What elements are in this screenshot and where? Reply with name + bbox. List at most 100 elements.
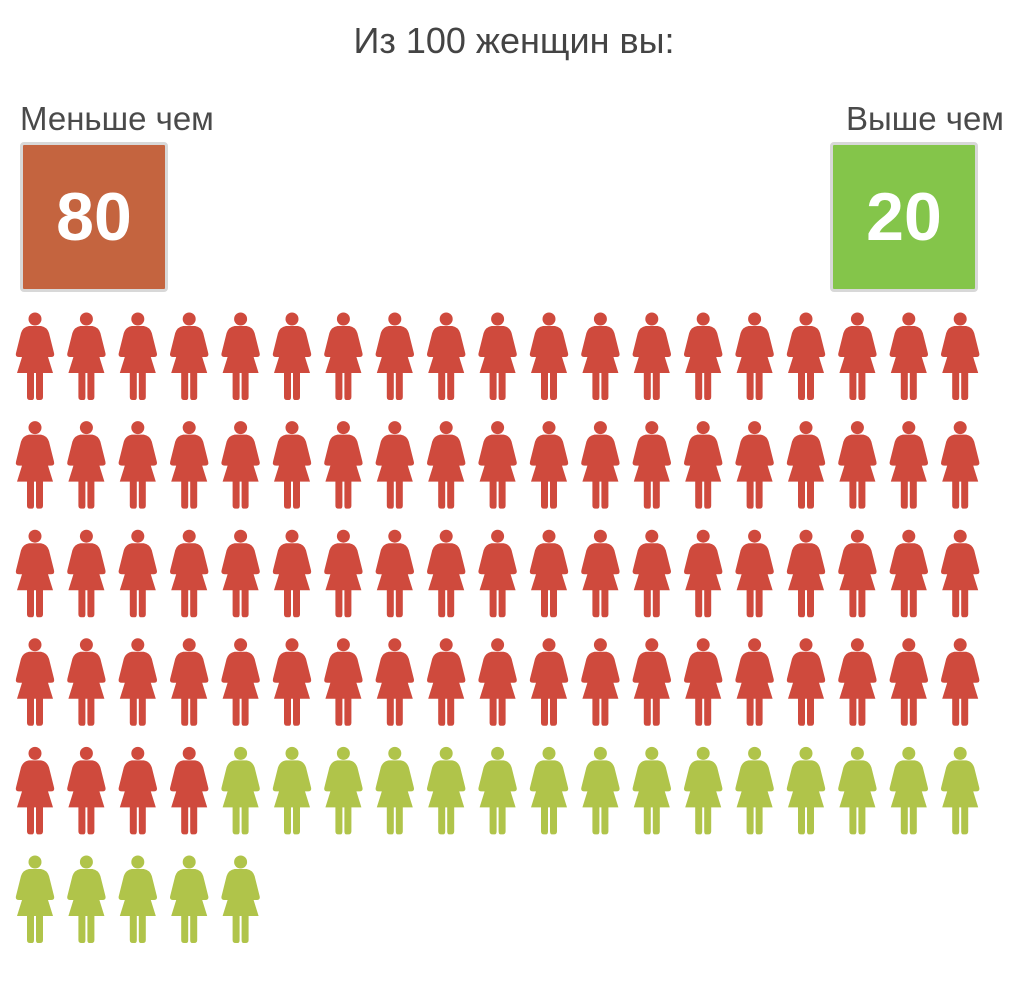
figure-body <box>838 651 877 726</box>
woman-figure-icon <box>15 855 55 943</box>
woman-figure-icon <box>118 529 157 618</box>
figure-body <box>375 760 414 835</box>
woman-figure-icon <box>581 529 620 618</box>
figure-head <box>131 421 145 435</box>
figure-body <box>170 760 209 835</box>
figure-body <box>632 760 671 835</box>
figure-body <box>272 326 312 400</box>
figure-head <box>696 529 710 543</box>
figure-body <box>941 651 980 726</box>
figure-head <box>234 746 248 760</box>
figure-body <box>632 434 671 509</box>
woman-figure-icon <box>941 746 980 835</box>
figure-body <box>15 760 55 835</box>
figure-head <box>491 638 505 652</box>
figure-head <box>388 529 402 543</box>
figure-body <box>170 651 209 726</box>
figure-head <box>79 746 93 760</box>
woman-figure-icon <box>632 421 671 509</box>
figure-head <box>799 746 813 760</box>
woman-figure-icon <box>324 421 363 509</box>
figure-head <box>28 855 42 869</box>
woman-figure-icon <box>529 638 569 726</box>
woman-figure-icon <box>118 746 157 835</box>
figure-body <box>478 760 517 835</box>
figure-body <box>735 651 774 726</box>
figure-head <box>285 638 299 652</box>
figure-head <box>542 312 556 326</box>
figure-body <box>941 326 980 400</box>
figure-body <box>221 326 260 400</box>
figure-head <box>131 638 145 652</box>
figure-body <box>632 651 671 726</box>
figure-body <box>786 543 826 618</box>
woman-figure-icon <box>632 312 671 400</box>
woman-figure-icon <box>838 529 877 618</box>
figure-head <box>28 746 42 760</box>
figure-head <box>902 312 916 326</box>
figure-body <box>529 434 569 509</box>
figure-head <box>593 312 607 326</box>
figure-head <box>336 638 350 652</box>
figure-head <box>491 529 505 543</box>
figure-head <box>593 529 607 543</box>
figure-body <box>324 651 363 726</box>
figure-body <box>838 760 877 835</box>
figure-body <box>786 651 826 726</box>
woman-figure-icon <box>170 421 209 509</box>
figure-body <box>272 760 312 835</box>
figure-head <box>491 746 505 760</box>
figure-head <box>748 312 762 326</box>
woman-figure-icon <box>15 312 55 400</box>
figure-head <box>388 312 402 326</box>
figure-head <box>336 421 350 435</box>
woman-figure-icon <box>632 638 671 726</box>
figure-body <box>684 434 723 509</box>
figure-head <box>491 312 505 326</box>
figure-body <box>735 543 774 618</box>
woman-figure-icon <box>735 638 774 726</box>
figure-body <box>632 543 671 618</box>
woman-figure-icon <box>786 746 826 835</box>
figure-body <box>272 434 312 509</box>
woman-figure-icon <box>529 529 569 618</box>
figure-head <box>285 746 299 760</box>
figure-head <box>28 529 42 543</box>
figure-body <box>221 651 260 726</box>
woman-figure-icon <box>786 312 826 400</box>
figure-body <box>478 434 517 509</box>
woman-figure-icon <box>684 529 723 618</box>
woman-figure-icon <box>272 421 312 509</box>
figure-body <box>15 434 55 509</box>
figure-head <box>182 855 196 869</box>
figure-body <box>529 543 569 618</box>
figure-head <box>748 421 762 435</box>
woman-figure-icon <box>118 855 157 943</box>
woman-figure-icon <box>889 746 928 835</box>
figure-head <box>388 638 402 652</box>
figure-head <box>542 421 556 435</box>
figure-head <box>850 312 864 326</box>
figure-body <box>735 326 774 400</box>
figure-head <box>902 421 916 435</box>
woman-figure-icon <box>67 746 106 835</box>
woman-figure-icon <box>221 746 260 835</box>
figure-head <box>336 746 350 760</box>
figure-head <box>439 529 453 543</box>
woman-figure-icon <box>324 746 363 835</box>
figure-body <box>15 543 55 618</box>
figure-head <box>953 312 967 326</box>
woman-figure-icon <box>324 529 363 618</box>
woman-figure-icon <box>941 638 980 726</box>
figure-head <box>79 312 93 326</box>
figure-head <box>902 746 916 760</box>
figure-head <box>902 529 916 543</box>
figure-head <box>645 312 659 326</box>
woman-figure-icon <box>427 638 466 726</box>
figure-body <box>941 543 980 618</box>
woman-figure-icon <box>889 421 928 509</box>
figure-body <box>118 434 157 509</box>
figure-body <box>118 869 157 943</box>
figure-body <box>529 760 569 835</box>
